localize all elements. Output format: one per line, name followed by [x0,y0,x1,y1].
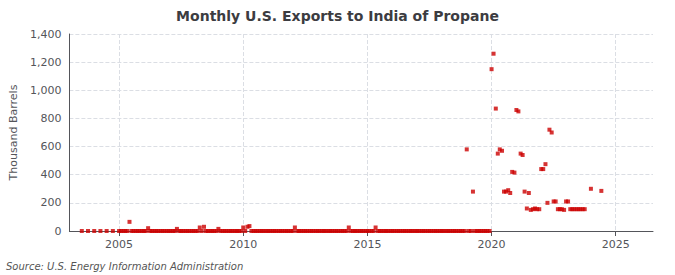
svg-text:600: 600 [40,140,61,153]
svg-text:1,200: 1,200 [30,56,62,69]
svg-text:2005: 2005 [105,238,133,251]
svg-text:0: 0 [54,225,61,238]
svg-text:Monthly U.S. Exports to India: Monthly U.S. Exports to India of Propane [176,8,499,24]
svg-text:Source: U.S. Energy Informatio: Source: U.S. Energy Information Administ… [6,261,243,272]
svg-text:Thousand Barrels: Thousand Barrels [7,84,20,181]
svg-text:2025: 2025 [602,238,630,251]
svg-text:800: 800 [40,112,61,125]
svg-text:400: 400 [40,168,61,181]
svg-text:2015: 2015 [353,238,381,251]
svg-text:1,400: 1,400 [30,28,62,41]
svg-text:200: 200 [40,196,61,209]
svg-text:1,000: 1,000 [30,84,62,97]
svg-text:2010: 2010 [229,238,257,251]
svg-text:2020: 2020 [478,238,506,251]
